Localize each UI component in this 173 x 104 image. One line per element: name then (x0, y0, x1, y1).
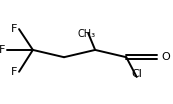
Text: F: F (11, 67, 17, 77)
Text: F: F (0, 45, 5, 55)
Text: CH₃: CH₃ (78, 29, 95, 39)
Text: O: O (162, 52, 171, 62)
Text: F: F (11, 24, 17, 34)
Text: Cl: Cl (131, 69, 142, 79)
